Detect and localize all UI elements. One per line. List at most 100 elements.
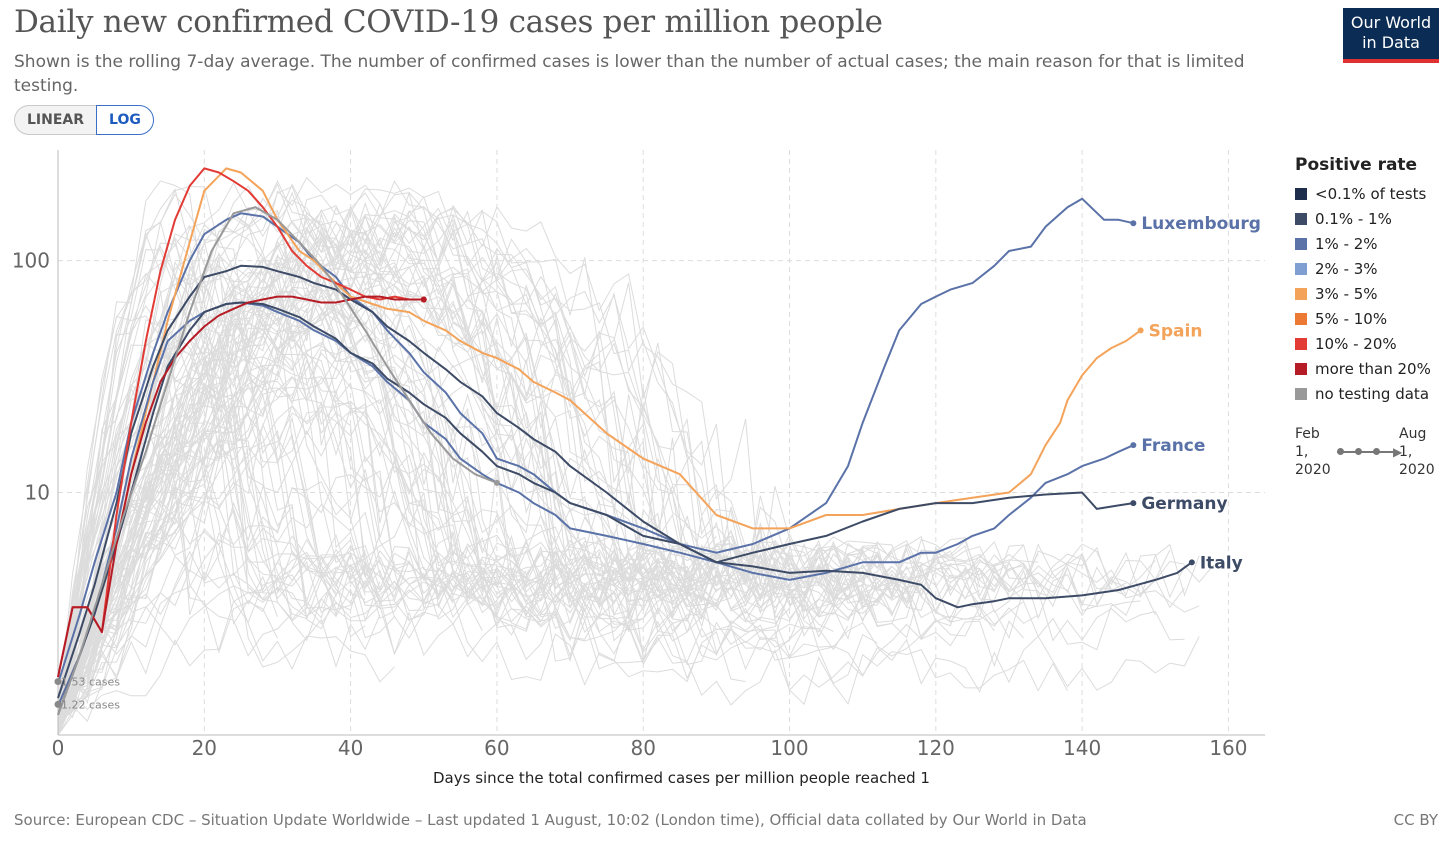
timeline-track[interactable] [1337,451,1395,453]
background-country-line [57,382,483,721]
x-axis-label: Days since the total confirmed cases per… [433,769,930,787]
logo-line-2: in Data [1362,33,1420,52]
series-end-marker [493,479,500,486]
x-tick-label: 100 [770,736,808,760]
legend-item[interactable]: 5% - 10% [1295,306,1455,331]
legend-item[interactable]: <0.1% of tests [1295,181,1455,206]
background-country-line [57,400,819,736]
series-end-marker [1130,442,1137,449]
background-country-line [57,290,1039,736]
series-end-marker [420,296,427,303]
legend-swatch [1295,362,1307,375]
background-country-line [57,268,893,710]
series-end-marker [1130,500,1137,507]
timeline-dot [1355,448,1362,455]
legend-label: 1% - 2% [1315,234,1378,253]
series-line [57,167,1142,707]
series-label: Luxembourg [1141,214,1261,234]
legend-item[interactable]: 10% - 20% [1295,331,1455,356]
background-country-line [57,208,1039,725]
source-note: Source: European CDC – Situation Update … [14,811,1087,829]
legend-label: more than 20% [1315,359,1431,378]
chart-title: Daily new confirmed COVID-19 cases per m… [14,4,883,40]
legend-items: <0.1% of tests 0.1% - 1% 1% - 2% 2% - 3% 3% … [1295,181,1455,406]
legend-item[interactable]: 0.1% - 1% [1295,206,1455,231]
x-tick-label: 160 [1209,736,1247,760]
timeline-end-handle[interactable]: ▶ [1393,445,1403,459]
log-scale-button[interactable]: LOG [96,105,154,135]
legend-item[interactable]: no testing data [1295,381,1455,406]
linear-scale-button[interactable]: LINEAR [14,105,97,135]
x-tick-label: 80 [630,736,655,760]
series-label: Italy [1200,553,1243,573]
background-country-line [57,300,732,723]
background-country-line [57,286,980,734]
annotation-marker [54,678,62,686]
legend-swatch [1295,287,1307,300]
legend-label: 2% - 3% [1315,259,1378,278]
owid-logo[interactable]: Our World in Data [1343,8,1439,63]
background-country-line [57,211,908,736]
background-country-line [57,277,1185,736]
background-country-line [57,249,337,736]
background-country-line [57,183,717,736]
legend-item[interactable]: 3% - 5% [1295,281,1455,306]
background-country-line [57,275,1156,712]
series-label: France [1141,436,1205,456]
color-legend: Positive rate <0.1% of tests 0.1% - 1% 1% … [1295,155,1455,406]
chart-subtitle: Shown is the rolling 7-day average. The … [14,52,1245,96]
series-end-marker [1130,220,1137,227]
y-tick-label: 100 [12,249,50,273]
license-link[interactable]: CC BY [1393,811,1438,829]
background-country-line [57,213,527,706]
legend-label: 0.1% - 1% [1315,209,1392,228]
x-tick-label: 0 [52,736,65,760]
background-country-line [57,245,366,705]
background-country-line [57,191,659,734]
timeline-start-handle[interactable] [1337,448,1344,455]
background-country-line [57,273,469,717]
background-country-line [57,229,878,724]
background-country-line [57,334,995,729]
background-country-line [57,449,1024,736]
series-label: Germany [1141,494,1227,514]
x-tick-label: 140 [1063,736,1101,760]
legend-item[interactable]: 1% - 2% [1295,231,1455,256]
logo-line-1: Our World [1350,13,1432,32]
timeline-dot [1373,448,1380,455]
x-tick-label: 20 [192,736,217,760]
background-country-line [57,242,366,736]
background-country-line [57,345,1185,706]
y-tick-label: 10 [25,481,50,505]
background-country-line [57,335,337,736]
legend-swatch [1295,262,1307,275]
timeline-end-label: Aug 1, 2020 [1399,426,1435,478]
background-country-line [57,476,878,736]
annotation-label: 1.53 cases [61,676,120,689]
legend-swatch [1295,212,1307,225]
legend-label: 5% - 10% [1315,309,1388,328]
legend-swatch [1295,312,1307,325]
x-tick-label: 60 [484,736,509,760]
background-country-line [57,224,395,736]
legend-item[interactable]: 2% - 3% [1295,256,1455,281]
annotation-marker [54,700,62,708]
timeline-control[interactable]: Feb 1, 2020 ▶ Aug 1, 2020 [1295,425,1440,485]
legend-item[interactable]: more than 20% [1295,356,1455,381]
legend-swatch [1295,337,1307,350]
background-country-line [57,273,395,712]
background-country-line [57,179,688,736]
scale-toggle: LINEAR LOG [14,105,154,135]
background-country-line [57,314,454,736]
legend-swatch [1295,237,1307,250]
background-country-line [57,213,1068,723]
background-country-line [57,186,717,709]
series-line [57,197,1134,684]
series-line [57,167,424,678]
background-country-line [57,550,1068,723]
legend-label: <0.1% of tests [1315,184,1427,203]
legend-label: 10% - 20% [1315,334,1397,353]
annotation-label: 1.22 cases [61,698,120,711]
background-country-line [57,217,776,731]
x-tick-label: 40 [338,736,363,760]
